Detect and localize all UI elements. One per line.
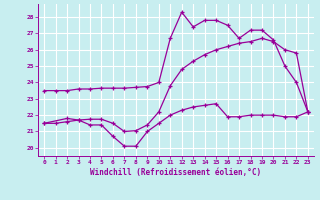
X-axis label: Windchill (Refroidissement éolien,°C): Windchill (Refroidissement éolien,°C)	[91, 168, 261, 177]
